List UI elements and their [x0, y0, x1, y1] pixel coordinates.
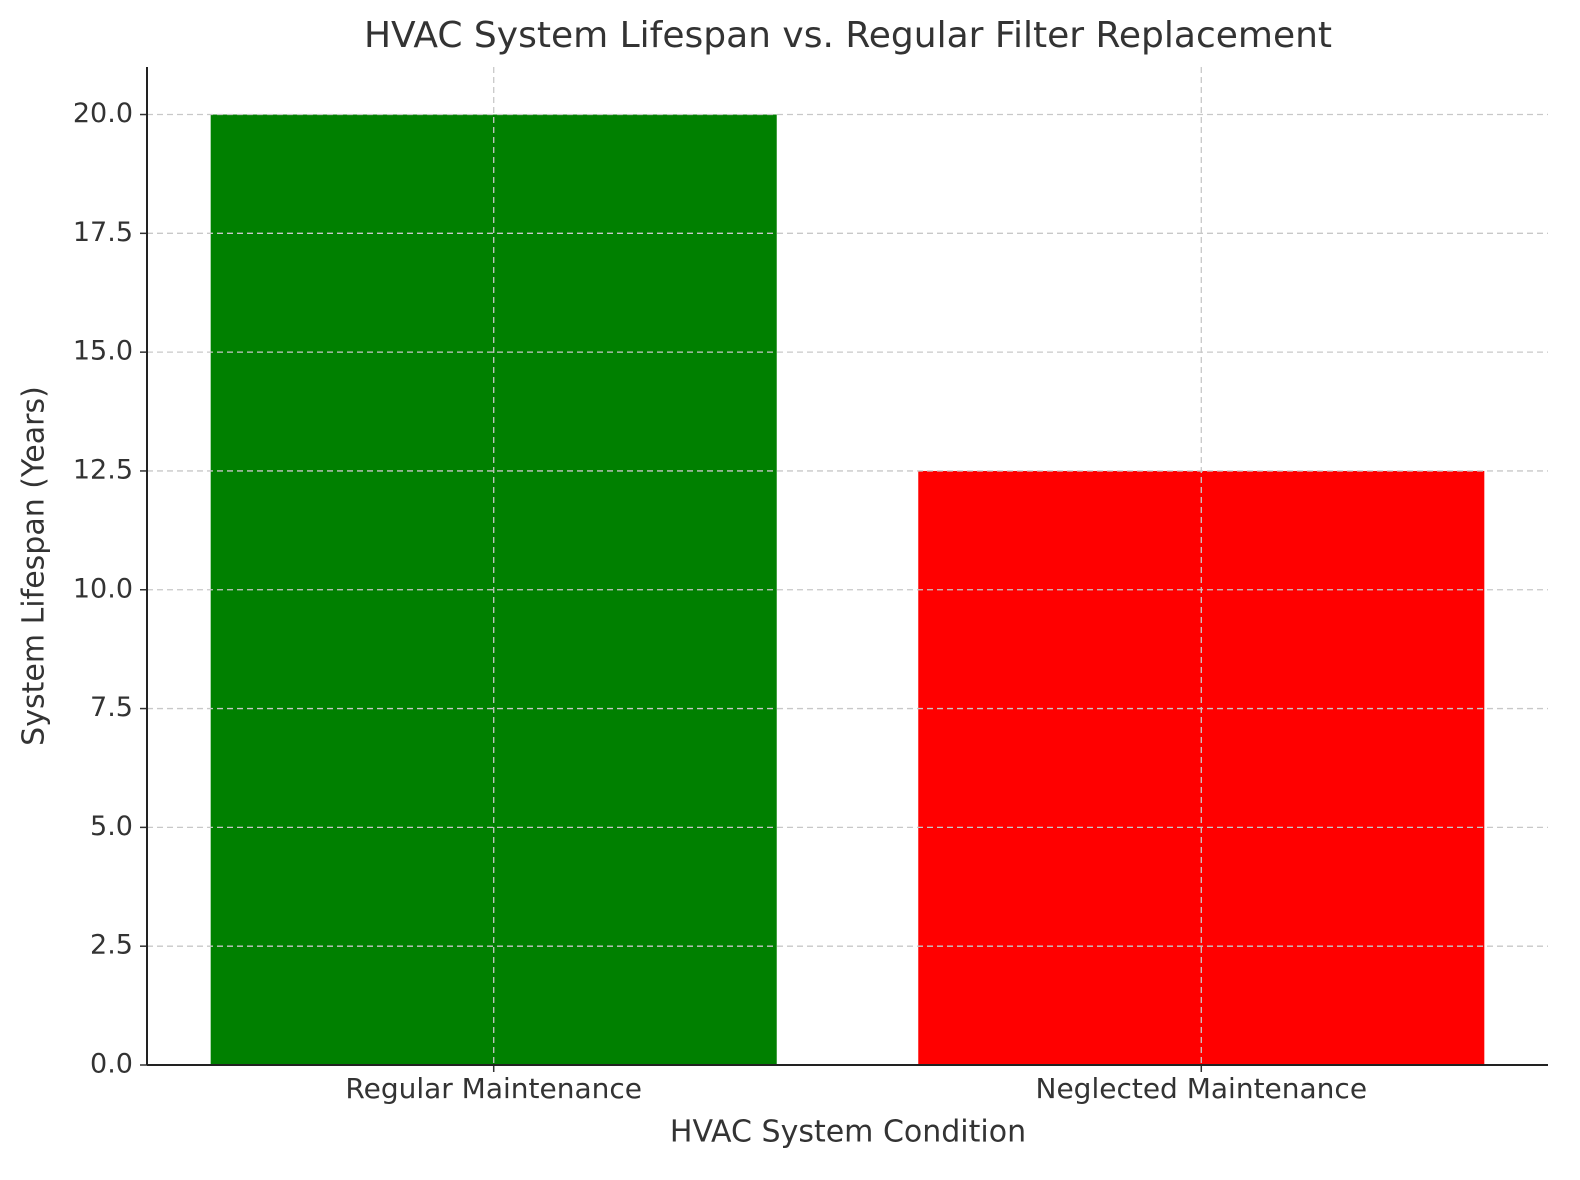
y-tick-label: 5.0 [90, 811, 133, 842]
y-axis-label: System Lifespan (Years) [17, 386, 52, 746]
x-tick-label: Neglected Maintenance [1036, 1072, 1368, 1105]
x-axis-label: HVAC System Condition [670, 1115, 1026, 1150]
y-tick-label: 7.5 [90, 692, 133, 723]
y-tick-label: 15.0 [73, 336, 133, 367]
y-tick-label: 12.5 [73, 454, 133, 485]
y-tick-label: 10.0 [73, 573, 133, 604]
y-tick-label: 2.5 [90, 930, 133, 961]
y-tick-label: 20.0 [73, 98, 133, 129]
x-tick-label: Regular Maintenance [345, 1072, 642, 1105]
y-tick-label: 0.0 [90, 1049, 133, 1080]
y-tick-label: 17.5 [73, 217, 133, 248]
chart-title: HVAC System Lifespan vs. Regular Filter … [364, 15, 1332, 56]
